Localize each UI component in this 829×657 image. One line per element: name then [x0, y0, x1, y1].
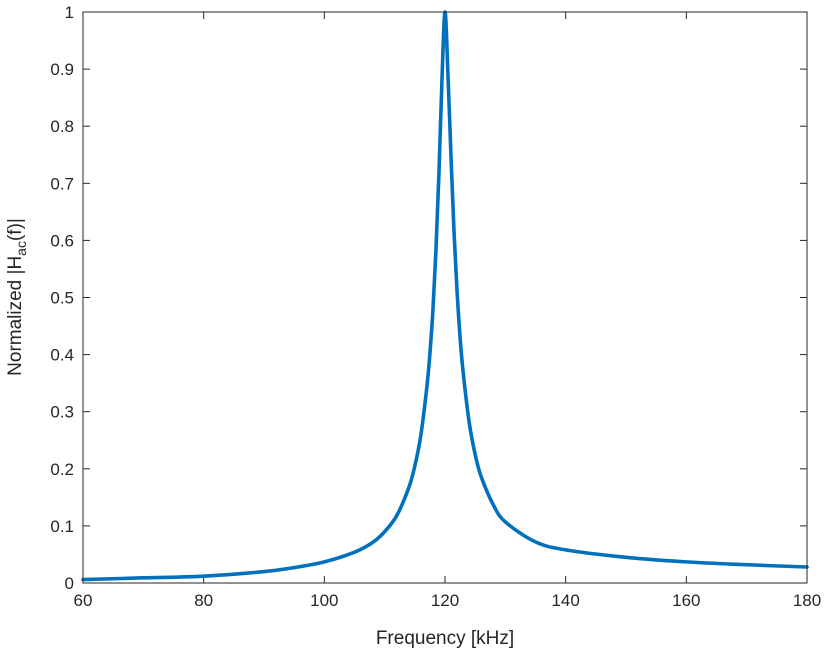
x-tick-label: 140 [551, 591, 579, 610]
y-tick-label: 0.5 [50, 289, 74, 308]
y-tick-labels: 0 0.1 0.2 0.3 0.4 0.5 0.6 0.7 0.8 0.9 1 [50, 3, 74, 593]
y-axis-title-suffix: (f)| [5, 218, 26, 241]
plot-area [83, 12, 807, 583]
y-tick-label: 0.2 [50, 460, 74, 479]
series-line [81, 10, 809, 582]
y-tick-label: 0.7 [50, 174, 74, 193]
y-tick-label: 0.6 [50, 231, 74, 250]
x-tick-label: 60 [74, 591, 93, 610]
y-tick-label: 0.8 [50, 117, 74, 136]
y-tick-label: 1 [65, 3, 74, 22]
y-tick-label: 0.9 [50, 60, 74, 79]
y-tick-label: 0 [65, 574, 74, 593]
x-tick-label: 160 [672, 591, 700, 610]
x-tick-label: 80 [194, 591, 213, 610]
y-tick-label: 0.4 [50, 346, 74, 365]
x-tick-label: 120 [431, 591, 459, 610]
y-axis-title: Normalized |Hac(f)| [5, 218, 29, 376]
y-axis-title-subscript: ac [13, 241, 29, 256]
y-axis-title-prefix: Normalized |H [5, 256, 26, 376]
plot-frame [82, 11, 808, 584]
x-tick-label: 180 [793, 591, 821, 610]
x-tick-labels: 60 80 100 120 140 160 180 [74, 591, 822, 610]
x-tick-label: 100 [310, 591, 338, 610]
y-tick-label: 0.1 [50, 517, 74, 536]
y-tick-label: 0.3 [50, 403, 74, 422]
x-axis-title: Frequency [kHz] [376, 628, 514, 649]
